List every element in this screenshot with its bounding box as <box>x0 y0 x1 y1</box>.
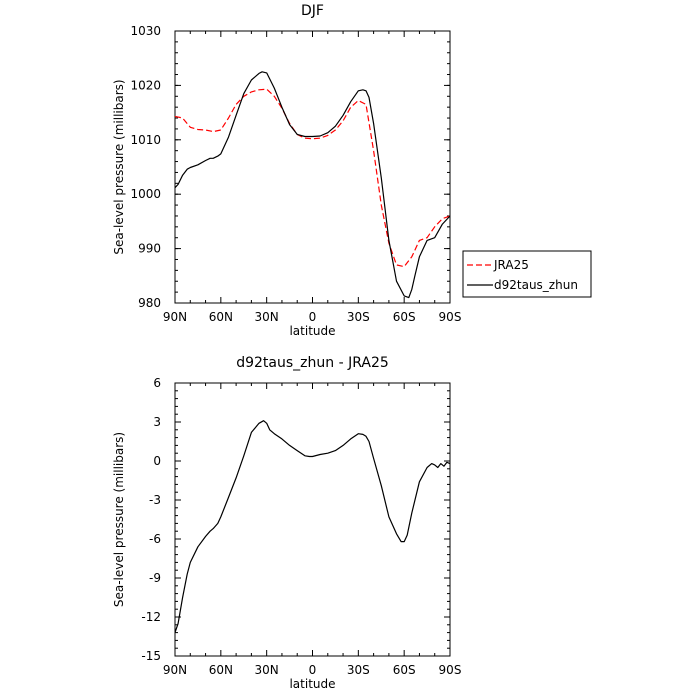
chart-title: DJF <box>301 3 324 19</box>
y-tick-label: 980 <box>138 296 161 310</box>
x-tick-label: 30N <box>255 663 279 677</box>
plot-frame <box>174 30 451 304</box>
x-tick-label: 90S <box>439 663 462 677</box>
x-tick-label: 30S <box>347 310 370 324</box>
plot-frame <box>174 382 451 657</box>
y-tick-label: -12 <box>141 610 161 624</box>
x-tick-label: 60N <box>209 310 233 324</box>
y-tick-label: -3 <box>149 493 161 507</box>
y-tick-label: -9 <box>149 571 161 585</box>
x-axis-label: latitude <box>289 677 335 691</box>
y-tick-label: 3 <box>153 415 161 429</box>
x-tick-label: 60S <box>393 310 416 324</box>
x-tick-label: 60S <box>393 663 416 677</box>
y-tick-label: 6 <box>153 376 161 390</box>
series-line-jra25 <box>174 88 451 268</box>
y-tick-label: 1030 <box>130 24 161 38</box>
x-tick-label: 0 <box>309 663 317 677</box>
y-tick-label: 1020 <box>130 78 161 92</box>
x-tick-label: 90N <box>163 663 187 677</box>
y-axis-label: Sea-level pressure (millibars) <box>112 79 126 254</box>
y-tick-label: 1010 <box>130 133 161 147</box>
x-tick-label: 30S <box>347 663 370 677</box>
y-tick-label: -6 <box>149 532 161 546</box>
series-line-d92taus-zhun <box>174 71 451 299</box>
y-tick-label: -15 <box>141 649 161 663</box>
x-tick-label: 90S <box>439 310 462 324</box>
series-line-difference <box>174 420 451 633</box>
x-tick-label: 60N <box>209 663 233 677</box>
y-axis-label: Sea-level pressure (millibars) <box>112 432 126 607</box>
legend-label: JRA25 <box>493 258 529 272</box>
chart-title: d92taus_zhun - JRA25 <box>236 355 389 371</box>
chart-slp-difference: 90N 60N 30N 0 30S 60S 90S -15 -12 -9 -6 -3 0 3 6 d92tau… <box>112 355 461 691</box>
legend-box <box>462 250 592 298</box>
y-tick-label: 0 <box>153 454 161 468</box>
y-tick-label: 990 <box>138 242 161 256</box>
x-tick-label: 0 <box>309 310 317 324</box>
legend-label: d92taus_zhun <box>494 278 578 292</box>
x-tick-label: 90N <box>163 310 187 324</box>
x-axis-label: latitude <box>289 324 335 338</box>
x-tick-label: 30N <box>255 310 279 324</box>
y-tick-label: 1000 <box>130 187 161 201</box>
chart-djf-slp: 90N 60N 30N 0 30S 60S 90S 980 990 1000 1010 1020 103… <box>112 3 592 338</box>
